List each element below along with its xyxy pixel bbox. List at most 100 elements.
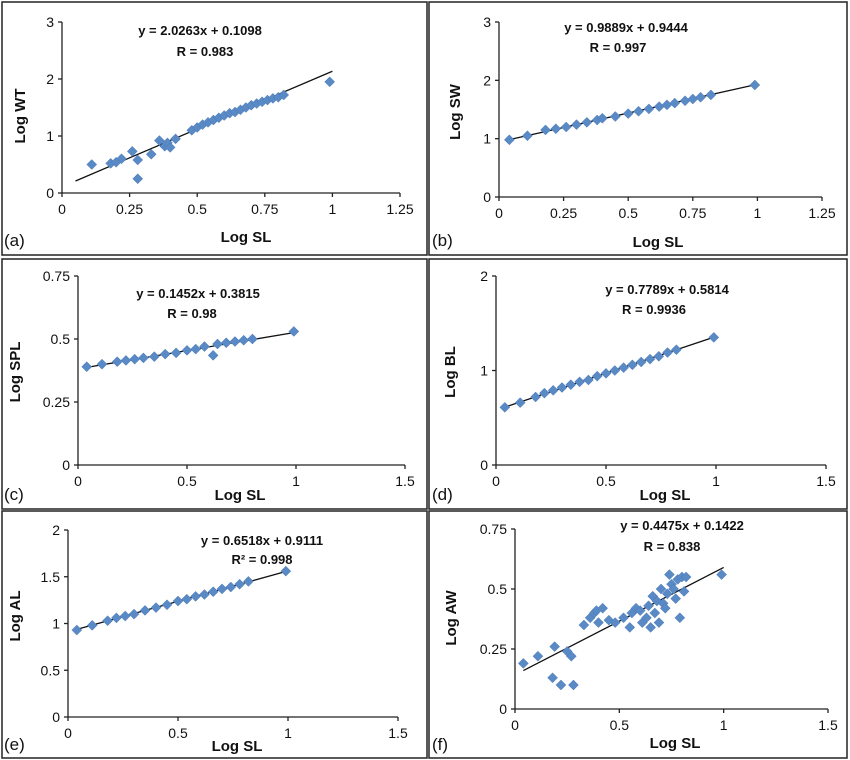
data-point [634, 605, 646, 616]
y-tick-label: 0.25 [480, 641, 507, 657]
data-point [670, 593, 682, 604]
data-point [659, 602, 671, 614]
data-point [597, 602, 608, 614]
data-point [212, 338, 223, 350]
data-point [643, 600, 654, 612]
x-tick-label: 1 [712, 473, 720, 489]
data-point [622, 108, 634, 119]
y-axis-title: Log SW [447, 83, 464, 140]
data-point [170, 347, 182, 359]
data-point [678, 586, 690, 597]
y-tick-label: 0.5 [488, 581, 508, 597]
panel-4: 0 0.5 1 1.5 0 1 2 Log SL Log BL y = 0.7789x + 0.5… [428, 258, 848, 510]
correlation-label: R² = 0.998 [231, 552, 292, 567]
data-point [247, 333, 258, 345]
data-point [618, 612, 629, 624]
data-point [170, 133, 181, 145]
data-point [126, 146, 138, 157]
y-tick-label: 3 [46, 14, 54, 30]
data-point [532, 650, 544, 662]
x-tick-label: 0.5 [187, 201, 207, 217]
data-point [540, 124, 551, 136]
x-tick-label: 0 [511, 717, 519, 733]
data-point [708, 332, 720, 343]
panel-5: 0 0.5 1 1.5 0 0.5 1 1.5 2 Log SL Log AL y = 0.6518x… [1, 510, 428, 759]
regression-equation: y = 0.4475x + 0.1422 [620, 518, 744, 533]
data-point [539, 387, 550, 399]
panel-1: 0 0.25 0.5 0.75 1 1.25 0 1 2 3 Log SL Log WT y = 2.0… [1, 1, 428, 256]
y-tick-label: 0 [483, 189, 491, 205]
x-tick-label: 1.25 [808, 205, 835, 221]
data-point [148, 351, 160, 362]
data-point [522, 130, 533, 142]
correlation-label: R = 0.997 [590, 40, 647, 55]
data-point [565, 379, 577, 391]
panel-6: 0 0.5 1 1.5 0 0.25 0.5 0.75 Log SL Log AW y = 0.44… [428, 510, 848, 759]
data-point [181, 593, 193, 605]
x-tick-label: 1 [720, 717, 728, 733]
data-point [530, 391, 541, 403]
data-point [749, 79, 761, 91]
y-tick-label: 2 [483, 72, 491, 88]
y-axis-title: Log SPL [7, 342, 24, 403]
x-tick-label: 0 [64, 725, 72, 741]
x-tick-label: 1.5 [816, 473, 836, 489]
correlation-label: R = 0.98 [167, 306, 217, 321]
panel-border [428, 258, 848, 510]
y-axis-title: Log BL [442, 346, 459, 398]
data-point [190, 591, 201, 602]
data-point [635, 356, 647, 368]
data-point [517, 658, 529, 669]
data-point [288, 326, 300, 337]
data-point [641, 612, 652, 624]
panel-label: (a) [4, 231, 25, 250]
data-point [609, 365, 621, 376]
data-point [671, 344, 682, 356]
data-point [181, 344, 193, 356]
x-tick-label: 1.5 [395, 473, 415, 489]
y-tick-label: 0.75 [43, 268, 70, 284]
data-point [128, 608, 140, 620]
x-tick-label: 1 [329, 201, 337, 217]
x-tick-label: 0.5 [168, 725, 188, 741]
data-point [111, 612, 122, 624]
y-axis-title: Log AW [443, 590, 460, 646]
panel-border [1, 1, 428, 256]
y-axis-title: Log AL [7, 590, 24, 641]
data-point [86, 620, 98, 631]
data-point [547, 384, 559, 396]
x-axis-title: Log SL [212, 738, 263, 755]
data-point [668, 583, 679, 595]
data-point [153, 135, 165, 146]
data-point [653, 617, 665, 628]
x-tick-label: 1.5 [388, 725, 408, 741]
regression-equation: y = 2.0263x + 0.1098 [138, 23, 262, 38]
regression-equation: y = 0.1452x + 0.3815 [136, 286, 260, 301]
data-point [705, 89, 717, 101]
y-tick-label: 0 [62, 457, 70, 473]
panel-label: (e) [4, 735, 25, 754]
x-tick-label: 0 [58, 201, 66, 217]
data-point [81, 361, 93, 373]
y-tick-label: 0 [46, 185, 54, 201]
data-point [680, 571, 692, 583]
x-axis-title: Log SL [640, 487, 691, 504]
y-tick-label: 0.5 [41, 662, 61, 678]
data-point [119, 610, 131, 622]
correlation-label: R = 0.9936 [622, 302, 686, 317]
data-point [243, 576, 254, 587]
data-point [556, 382, 568, 393]
y-tick-label: 0 [480, 457, 488, 473]
data-point [609, 111, 621, 122]
x-axis-title: Log SL [221, 229, 272, 246]
panel-label: (c) [4, 485, 24, 504]
data-point [96, 358, 108, 370]
y-axis-title: Log WT [12, 89, 29, 144]
x-tick-label: 0 [74, 473, 82, 489]
panel-label: (f) [432, 735, 448, 754]
x-tick-label: 0.75 [679, 205, 706, 221]
x-tick-label: 0.5 [177, 473, 197, 489]
data-point [145, 148, 157, 160]
x-tick-label: 0.25 [550, 205, 577, 221]
data-point [116, 153, 127, 165]
